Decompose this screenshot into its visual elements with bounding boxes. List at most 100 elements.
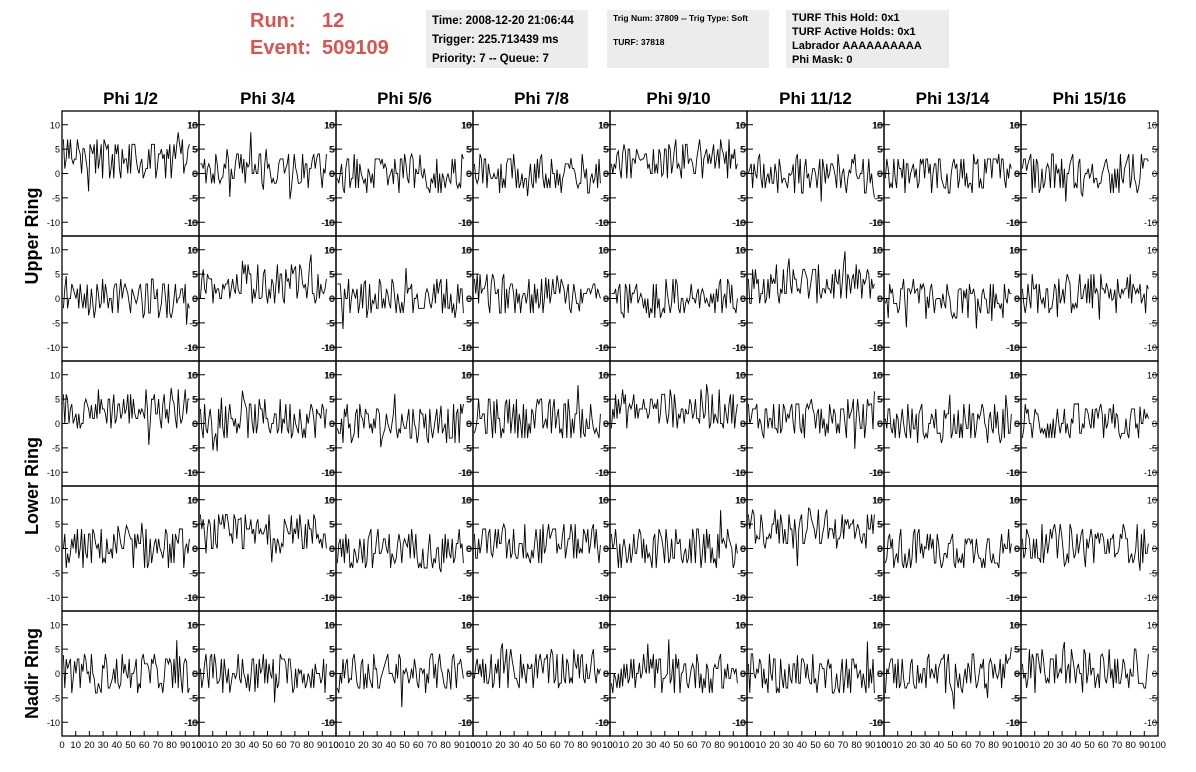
y-tick-label: 10 (1147, 245, 1157, 255)
x-tick-label: 30 (98, 740, 109, 751)
y-tick-label: -5 (326, 443, 334, 453)
waveform-trace (610, 384, 738, 429)
y-tick-label: 0 (329, 294, 334, 304)
y-tick-label: 5 (1015, 395, 1020, 405)
y-tick-label: 0 (467, 669, 472, 679)
y-tick-label: 5 (603, 645, 608, 655)
x-tick-label: 10 (207, 740, 218, 751)
y-tick-label: 5 (193, 145, 198, 155)
x-tick-label: 50 (536, 740, 547, 751)
y-tick-label: 5 (878, 270, 883, 280)
y-tick-label: -10 (733, 593, 746, 603)
x-tick-label: 20 (769, 740, 780, 751)
y-tick-label: 0 (1152, 294, 1157, 304)
waveform-trace (199, 390, 327, 452)
x-tick-label: 0 (333, 740, 338, 751)
y-tick-label: 5 (604, 395, 609, 405)
y-tick-label: 0 (467, 419, 472, 429)
y-tick-label: 10 (462, 495, 472, 505)
y-tick-label: 5 (878, 520, 883, 530)
y-tick-label: 5 (740, 395, 745, 405)
y-tick-label: 10 (1010, 495, 1020, 505)
x-tick-label: 100 (328, 740, 344, 751)
y-tick-label: -5 (52, 193, 60, 203)
column-title: Phi 3/4 (240, 89, 295, 108)
y-tick-label: 0 (329, 669, 334, 679)
waveform-trace (473, 385, 601, 439)
waveform-trace (473, 643, 601, 689)
x-tick-label: 50 (810, 740, 821, 751)
column-title: Phi 13/14 (916, 89, 990, 108)
panel-frame (198, 610, 337, 737)
y-tick-label: 10 (598, 120, 608, 130)
y-tick-label: 0 (192, 294, 197, 304)
turf-this-hold: TURF This Hold: 0x1 (792, 12, 900, 24)
y-tick-label: 10 (187, 495, 197, 505)
y-tick-label: 5 (1015, 645, 1020, 655)
y-tick-label: 0 (877, 294, 882, 304)
y-tick-label: -10 (321, 218, 334, 228)
y-tick-label: -5 (738, 443, 746, 453)
y-tick-label: 0 (604, 169, 609, 179)
labrador-line: Labrador AAAAAAAAAA (792, 40, 922, 52)
y-tick-label: -10 (1007, 343, 1020, 353)
y-tick-label: 10 (599, 370, 609, 380)
y-tick-label: 0 (740, 294, 745, 304)
y-tick-label: 5 (1015, 270, 1020, 280)
y-tick-label: -10 (1006, 593, 1019, 603)
y-tick-label: 0 (878, 169, 883, 179)
y-tick-label: -5 (874, 443, 882, 453)
y-tick-label: 0 (741, 544, 746, 554)
y-tick-label: 10 (324, 495, 334, 505)
y-tick-label: 0 (193, 419, 198, 429)
y-tick-label: 0 (604, 294, 609, 304)
y-tick-label: -10 (185, 718, 198, 728)
x-tick-label: 50 (947, 740, 958, 751)
y-tick-label: 0 (1015, 544, 1020, 554)
y-tick-label: 5 (55, 645, 60, 655)
y-tick-label: 5 (330, 145, 335, 155)
y-tick-label: -5 (464, 443, 472, 453)
y-tick-label: 10 (187, 120, 197, 130)
y-tick-label: -5 (738, 318, 746, 328)
y-tick-label: 5 (877, 520, 882, 530)
x-tick-label: 0 (881, 740, 886, 751)
y-tick-label: 5 (1152, 145, 1157, 155)
x-tick-label: 100 (1150, 740, 1166, 751)
y-tick-label: -10 (322, 468, 335, 478)
y-tick-label: -5 (464, 193, 472, 203)
x-tick-label: 60 (276, 740, 287, 751)
y-tick-label: -5 (601, 693, 609, 703)
waveform-trace (62, 276, 190, 325)
y-tick-label: -5 (463, 193, 471, 203)
y-tick-label: 5 (604, 270, 609, 280)
phi-mask-line: Phi Mask: 0 (792, 54, 853, 66)
y-tick-label: -10 (596, 343, 609, 353)
y-tick-label: 10 (872, 245, 882, 255)
y-tick-label: 10 (462, 620, 472, 630)
x-tick-label: 50 (1084, 740, 1095, 751)
y-tick-label: 0 (466, 544, 471, 554)
y-tick-label: 0 (603, 544, 608, 554)
y-tick-label: 0 (192, 544, 197, 554)
x-tick-label: 30 (646, 740, 657, 751)
waveform-trace (62, 640, 190, 694)
y-tick-label: 5 (741, 145, 746, 155)
waveform-trace (199, 254, 327, 304)
x-tick-label: 20 (1043, 740, 1054, 751)
y-tick-label: -10 (1007, 218, 1020, 228)
y-tick-label: -10 (733, 718, 746, 728)
y-tick-label: -10 (596, 218, 609, 228)
y-tick-label: 10 (461, 370, 471, 380)
x-tick-label: 70 (701, 740, 712, 751)
y-tick-label: 10 (324, 245, 334, 255)
y-tick-label: 5 (329, 395, 334, 405)
y-tick-label: 10 (188, 620, 198, 630)
x-tick-label: 60 (1098, 740, 1109, 751)
y-tick-label: 5 (193, 270, 198, 280)
x-tick-label: 70 (153, 740, 164, 751)
y-tick-label: 0 (877, 419, 882, 429)
y-tick-label: 0 (740, 544, 745, 554)
y-tick-label: 10 (188, 495, 198, 505)
y-tick-label: 0 (877, 169, 882, 179)
